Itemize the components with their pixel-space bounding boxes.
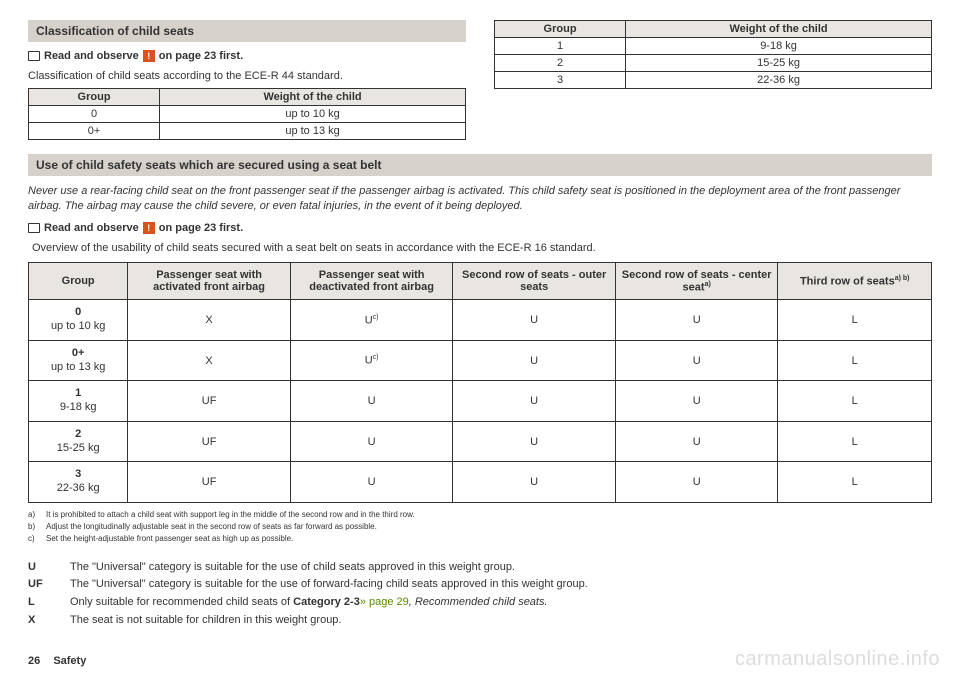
classification-table-2: Group Weight of the child 19-18 kg 215-2… bbox=[494, 20, 932, 89]
bt-h3: Second row of seats - outer seats bbox=[453, 262, 616, 300]
bt-h5: Third row of seatsa) b) bbox=[778, 262, 932, 300]
table-row: 19-18 kg bbox=[495, 38, 932, 55]
t2-h0: Group bbox=[495, 21, 626, 38]
watermark: carmanualsonline.info bbox=[735, 648, 940, 671]
table-row: 322-36 kg UF U U U L bbox=[29, 462, 932, 503]
book-icon bbox=[28, 223, 40, 233]
section2-warning: Never use a rear-facing child seat on th… bbox=[28, 184, 932, 214]
table-row: 0up to 10 kg bbox=[29, 106, 466, 123]
section2-overview: Overview of the usability of child seats… bbox=[32, 242, 932, 254]
t1-h0: Group bbox=[29, 89, 160, 106]
section2-title: Use of child safety seats which are secu… bbox=[28, 154, 932, 176]
legend-row: XThe seat is not suitable for children i… bbox=[28, 612, 932, 630]
classification-table-1: Group Weight of the child 0up to 10 kg 0… bbox=[28, 88, 466, 140]
footer-section: Safety bbox=[53, 655, 86, 667]
table-row: 322-36 kg bbox=[495, 72, 932, 89]
table-header-row: Group Passenger seat with activated fron… bbox=[29, 262, 932, 300]
footnotes: a)It is prohibited to attach a child sea… bbox=[28, 509, 932, 545]
table-row: 19-18 kg UF U U U L bbox=[29, 381, 932, 422]
warning-icon: ! bbox=[143, 222, 155, 234]
bt-h4: Second row of seats - center seata) bbox=[615, 262, 778, 300]
table-row: 0+up to 13 kg X Uc) U U L bbox=[29, 340, 932, 381]
legend: UThe "Universal" category is suitable fo… bbox=[28, 559, 932, 629]
read-observe-post: on page 23 first. bbox=[159, 50, 243, 62]
read-observe-1: Read and observe ! on page 23 first. bbox=[28, 50, 466, 62]
table-row: 0+up to 13 kg bbox=[29, 123, 466, 140]
bt-h1: Passenger seat with activated front airb… bbox=[128, 262, 291, 300]
t2-h1: Weight of the child bbox=[626, 21, 932, 38]
left-column: Classification of child seats Read and o… bbox=[28, 20, 466, 140]
table-row: 0up to 10 kg X Uc) U U L bbox=[29, 300, 932, 341]
right-column: Group Weight of the child 19-18 kg 215-2… bbox=[494, 20, 932, 140]
table-row: 215-25 kg bbox=[495, 55, 932, 72]
legend-row: UFThe "Universal" category is suitable f… bbox=[28, 576, 932, 594]
legend-row: UThe "Universal" category is suitable fo… bbox=[28, 559, 932, 577]
table-row: 215-25 kg UF U U U L bbox=[29, 421, 932, 462]
footnote: c)Set the height-adjustable front passen… bbox=[28, 533, 932, 545]
page-number: 26 bbox=[28, 655, 40, 667]
read-observe-pre-2: Read and observe bbox=[44, 222, 139, 234]
read-observe-2: Read and observe ! on page 23 first. bbox=[28, 222, 932, 234]
read-observe-pre: Read and observe bbox=[44, 50, 139, 62]
section1-intro: Classification of child seats according … bbox=[28, 70, 466, 82]
t1-h1: Weight of the child bbox=[160, 89, 466, 106]
warning-icon: ! bbox=[143, 50, 155, 62]
legend-row: L Only suitable for recommended child se… bbox=[28, 594, 932, 612]
section1-title: Classification of child seats bbox=[28, 20, 466, 42]
read-observe-post-2: on page 23 first. bbox=[159, 222, 243, 234]
book-icon bbox=[28, 51, 40, 61]
usability-table: Group Passenger seat with activated fron… bbox=[28, 262, 932, 503]
bt-h2: Passenger seat with deactivated front ai… bbox=[290, 262, 453, 300]
footnote: a)It is prohibited to attach a child sea… bbox=[28, 509, 932, 521]
bt-h0: Group bbox=[29, 262, 128, 300]
top-columns: Classification of child seats Read and o… bbox=[28, 20, 932, 140]
footnote: b)Adjust the longitudinally adjustable s… bbox=[28, 521, 932, 533]
page-footer: 26 Safety bbox=[28, 655, 86, 667]
